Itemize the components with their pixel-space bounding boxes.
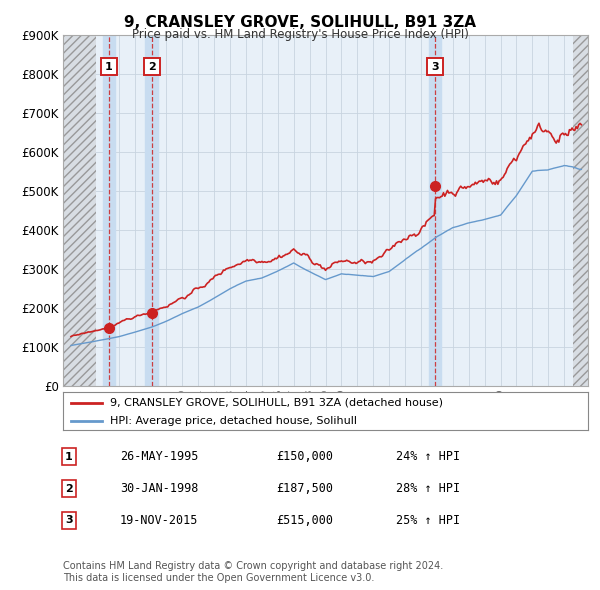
Text: £187,500: £187,500 xyxy=(276,482,333,495)
Text: 3: 3 xyxy=(65,516,73,525)
Text: 9, CRANSLEY GROVE, SOLIHULL, B91 3ZA (detached house): 9, CRANSLEY GROVE, SOLIHULL, B91 3ZA (de… xyxy=(110,398,443,408)
Text: 28% ↑ HPI: 28% ↑ HPI xyxy=(396,482,460,495)
Text: 3: 3 xyxy=(431,61,439,71)
Text: Contains HM Land Registry data © Crown copyright and database right 2024.
This d: Contains HM Land Registry data © Crown c… xyxy=(63,561,443,583)
Text: £150,000: £150,000 xyxy=(276,450,333,463)
Text: HPI: Average price, detached house, Solihull: HPI: Average price, detached house, Soli… xyxy=(110,417,357,427)
Text: 26-MAY-1995: 26-MAY-1995 xyxy=(120,450,199,463)
Text: 2: 2 xyxy=(65,484,73,493)
Text: 25% ↑ HPI: 25% ↑ HPI xyxy=(396,514,460,527)
Bar xyxy=(428,35,442,386)
Text: 9, CRANSLEY GROVE, SOLIHULL, B91 3ZA: 9, CRANSLEY GROVE, SOLIHULL, B91 3ZA xyxy=(124,15,476,30)
Bar xyxy=(63,35,96,386)
Text: Price paid vs. HM Land Registry's House Price Index (HPI): Price paid vs. HM Land Registry's House … xyxy=(131,28,469,41)
Bar xyxy=(103,35,115,386)
Text: £515,000: £515,000 xyxy=(276,514,333,527)
Bar xyxy=(574,35,588,386)
Text: 1: 1 xyxy=(105,61,113,71)
Text: 1: 1 xyxy=(65,452,73,461)
Bar xyxy=(145,35,158,386)
Text: 2: 2 xyxy=(148,61,155,71)
Text: 30-JAN-1998: 30-JAN-1998 xyxy=(120,482,199,495)
Text: 19-NOV-2015: 19-NOV-2015 xyxy=(120,514,199,527)
Text: 24% ↑ HPI: 24% ↑ HPI xyxy=(396,450,460,463)
